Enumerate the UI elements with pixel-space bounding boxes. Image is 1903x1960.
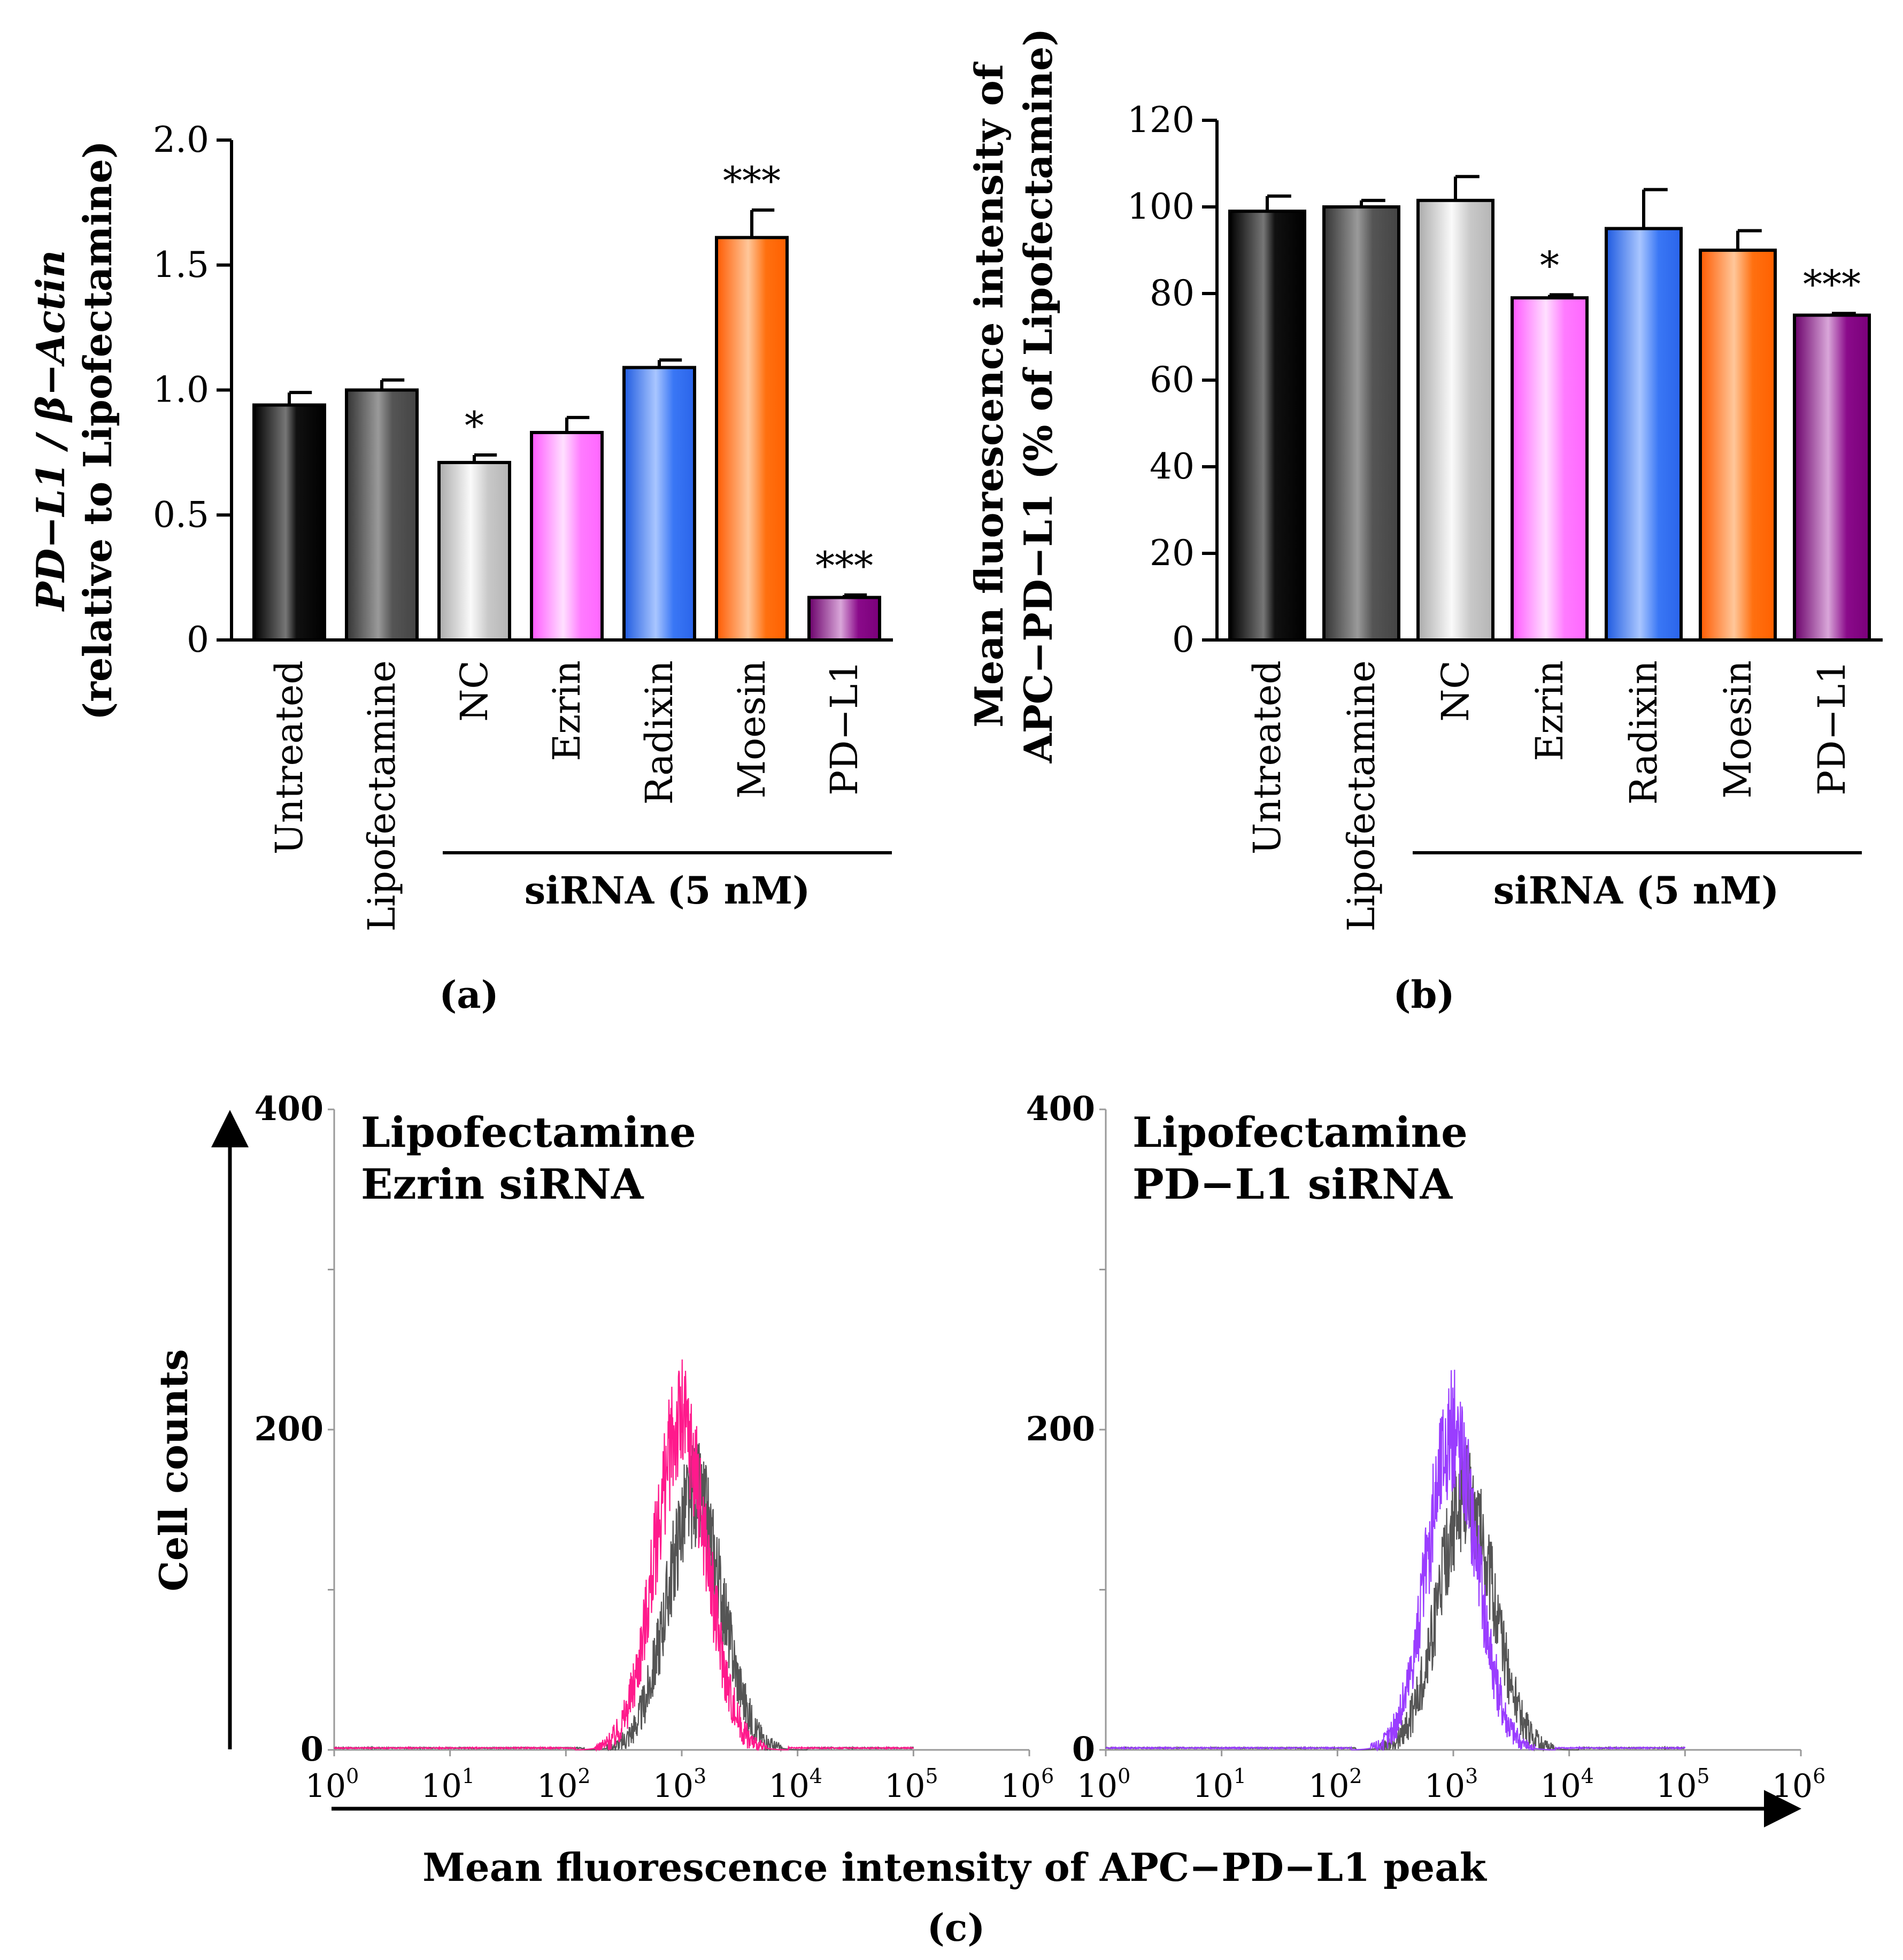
histogram-pdl1: 0 200 400 100 101 102 103 104 105 106 Lipofectami… bbox=[1026, 1089, 1826, 1805]
panel-a-category-radixin: Radixin bbox=[637, 660, 681, 805]
panel-b-ytick-label: 0 bbox=[1172, 619, 1195, 660]
panel-a-ylabel-line1: PD−L1 / β−Actin bbox=[28, 250, 73, 612]
panel-b-label: (b) bbox=[1393, 973, 1454, 1017]
panel-a-label: (a) bbox=[439, 973, 499, 1017]
hist-series-lipofectamine bbox=[1105, 1445, 1685, 1752]
panel-a-category-labels: Untreated Lipofectamine NC Ezrin Radixin Moes… bbox=[267, 660, 866, 932]
hist-xtick-label: 101 bbox=[421, 1764, 475, 1805]
panel-a-bars: ******* bbox=[252, 158, 881, 642]
panel-c-xlabel: Mean fluorescence intensity of APC−PD−L1… bbox=[422, 1845, 1488, 1890]
panel-b-bar-ezrin bbox=[1511, 296, 1589, 642]
panel-a-significance-nc: * bbox=[465, 403, 484, 448]
panel-a-bar-nc bbox=[437, 461, 511, 642]
panel-a-bar-untreated bbox=[252, 403, 326, 642]
panel-b-bar-moesin bbox=[1699, 249, 1777, 642]
hist-ytick-label: 200 bbox=[255, 1409, 323, 1448]
hist-ytick-label: 400 bbox=[255, 1089, 323, 1128]
panel-a-bar-chart: 00.51.01.52.0 ******* Untreated Lipofecta… bbox=[28, 119, 893, 1017]
panel-a-category-ezrin: Ezrin bbox=[545, 660, 589, 761]
panel-b-ytick-label: 100 bbox=[1127, 186, 1195, 227]
panel-a-group-label: siRNA (5 nM) bbox=[525, 868, 811, 913]
panel-b-significance-ezrin: * bbox=[1540, 243, 1559, 288]
panel-b-ylabel-line1: Mean fluorescence intensity of bbox=[966, 61, 1012, 727]
panel-a-category-pd-l1: PD−L1 bbox=[822, 660, 866, 796]
panel-b-bar-lipofectamine bbox=[1322, 205, 1400, 642]
panel-c-label: (c) bbox=[927, 1905, 985, 1950]
panel-b-ytick-label: 120 bbox=[1127, 99, 1195, 141]
panel-b-group-label: siRNA (5 nM) bbox=[1493, 868, 1779, 913]
hist-xtick-label: 105 bbox=[884, 1764, 938, 1805]
panel-b-category-nc: NC bbox=[1434, 660, 1477, 722]
panel-c-ylabel: Cell counts bbox=[151, 1349, 196, 1591]
panel-a-significance-moesin: *** bbox=[723, 158, 781, 203]
hist-xtick-label: 104 bbox=[1540, 1764, 1594, 1805]
hist-xtick-label: 102 bbox=[1308, 1764, 1362, 1805]
hist-xtick-label: 106 bbox=[1772, 1764, 1826, 1805]
panel-a-category-untreated: Untreated bbox=[267, 660, 311, 854]
histogram-ezrin: 0 200 400 100 101 102 103 104 105 106 Lipofectami… bbox=[255, 1089, 1054, 1805]
hist-xtick-label: 102 bbox=[537, 1764, 591, 1805]
panel-b-category-radixin: Radixin bbox=[1622, 660, 1666, 805]
hist-xtick-label: 103 bbox=[1424, 1764, 1478, 1805]
panel-b-bar-radixin bbox=[1605, 227, 1683, 642]
legend-lipofectamine-2: Lipofectamine bbox=[1132, 1108, 1468, 1157]
panel-a-ylabel-line2: (relative to Lipofectamine) bbox=[75, 141, 120, 720]
panel-b-category-labels: Untreated Lipofectamine NC Ezrin Radixin Moes… bbox=[1245, 660, 1854, 932]
panel-a-ytick-label: 1.0 bbox=[153, 369, 209, 411]
panel-a-bar-pd-l1 bbox=[807, 596, 881, 642]
panel-a-ytick-label: 2.0 bbox=[153, 119, 209, 160]
panel-b-bars: * *** bbox=[1228, 175, 1871, 642]
panel-a-bar-lipofectamine bbox=[345, 388, 419, 642]
panel-b-bar-pd-l1 bbox=[1793, 313, 1871, 642]
panel-a-bar-radixin bbox=[622, 366, 696, 642]
panel-b-category-lipofectamine: Lipofectamine bbox=[1339, 660, 1383, 932]
panel-b-ytick-label: 40 bbox=[1150, 446, 1195, 487]
panel-b-bar-nc bbox=[1416, 198, 1494, 642]
hist-ytick-label: 0 bbox=[1072, 1730, 1095, 1769]
panel-a-category-moesin: Moesin bbox=[730, 660, 774, 799]
hist-xtick-label: 104 bbox=[768, 1764, 822, 1805]
panel-c-histograms: Cell counts Mean fluorescence intensity … bbox=[151, 1089, 1825, 1950]
hist-xtick-label: 100 bbox=[305, 1764, 359, 1805]
hist-xtick-label: 106 bbox=[1000, 1764, 1054, 1805]
panel-a-ytick-label: 1.5 bbox=[153, 244, 209, 285]
hist-xtick-label: 101 bbox=[1192, 1764, 1246, 1805]
hist-xtick-label: 105 bbox=[1656, 1764, 1710, 1805]
hist-ytick-label: 0 bbox=[301, 1730, 323, 1769]
hist-series-ezrin-sirna bbox=[334, 1359, 914, 1752]
panel-b-ytick-label: 60 bbox=[1150, 359, 1195, 400]
panel-a-significance-pd-l1: *** bbox=[815, 543, 873, 588]
panel-b-ytick-label: 80 bbox=[1150, 273, 1195, 314]
hist-ytick-label: 200 bbox=[1026, 1409, 1095, 1448]
panel-b-ytick-label: 20 bbox=[1150, 533, 1195, 574]
hist-xtick-label: 100 bbox=[1077, 1764, 1131, 1805]
hist-series-pd-l1-sirna bbox=[1105, 1369, 1686, 1752]
panel-a-bar-ezrin bbox=[530, 430, 604, 642]
legend-ezrin-sirna: Ezrin siRNA bbox=[361, 1160, 644, 1209]
panel-b-category-moesin: Moesin bbox=[1716, 660, 1760, 799]
panel-a-ytick-label: 0.5 bbox=[153, 494, 209, 535]
panel-a-bar-moesin bbox=[715, 236, 789, 642]
panel-b-category-ezrin: Ezrin bbox=[1528, 660, 1571, 761]
legend-lipofectamine: Lipofectamine bbox=[361, 1108, 696, 1157]
panel-b-category-pd-l1: PD−L1 bbox=[1810, 660, 1854, 796]
hist-ytick-label: 400 bbox=[1026, 1089, 1095, 1128]
panel-b-ylabel-line2: APC−PD−L1 (% of Lipofectamine) bbox=[1015, 28, 1061, 764]
panel-a-category-lipofectamine: Lipofectamine bbox=[360, 660, 404, 932]
panel-a-category-nc: NC bbox=[452, 660, 496, 722]
panel-a-ytick-label: 0 bbox=[187, 619, 209, 660]
panel-b-bar-untreated bbox=[1228, 210, 1306, 642]
panel-b-significance-pd-l1: *** bbox=[1803, 261, 1861, 306]
panel-b-category-untreated: Untreated bbox=[1245, 660, 1289, 854]
hist-xtick-label: 103 bbox=[653, 1764, 707, 1805]
legend-pdl1-sirna: PD−L1 siRNA bbox=[1132, 1160, 1453, 1209]
